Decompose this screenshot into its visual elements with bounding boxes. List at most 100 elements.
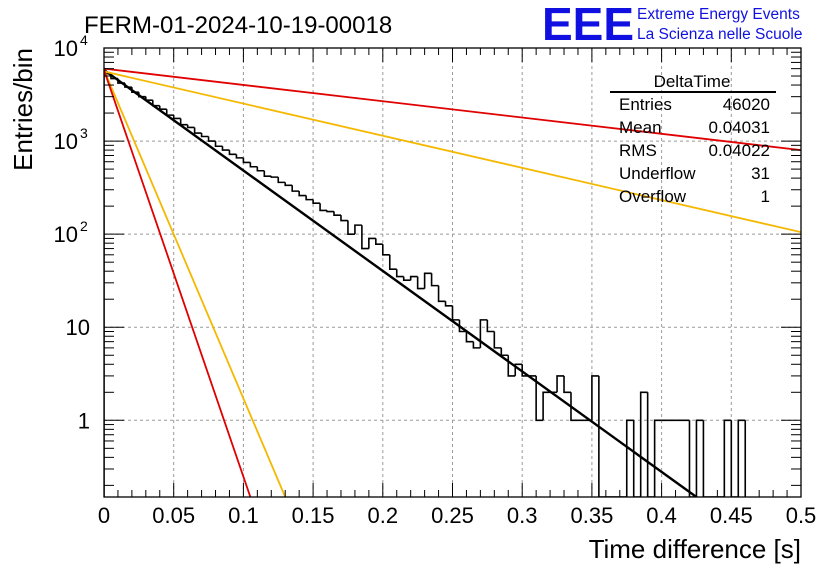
chart-title: FERM-01-2024-10-19-00018	[84, 12, 392, 39]
stats-box: DeltaTime Entries 46020 Mean 0.04031 RMS…	[610, 72, 776, 206]
histogram-bin	[458, 319, 467, 333]
histogram-bin	[263, 170, 272, 177]
histogram-bin	[256, 166, 265, 172]
histogram-bin	[444, 301, 453, 307]
x-axis-label: Time difference [s]	[589, 534, 801, 564]
y-tick-label-base: 10	[54, 222, 78, 247]
histogram-bin	[479, 319, 488, 348]
histogram-bin	[598, 375, 606, 497]
histogram-bin	[319, 203, 328, 212]
fit-line	[104, 68, 698, 497]
histogram-bin	[542, 391, 551, 421]
x-tick-label: 0.2	[368, 503, 399, 528]
histogram-bin	[730, 420, 739, 497]
histogram-bin	[570, 392, 578, 422]
y-tick-label: 1	[78, 408, 90, 433]
y-tick-label-exponent: 3	[80, 125, 88, 141]
stats-value-overflow: 1	[761, 187, 770, 206]
histogram-bin	[625, 419, 634, 497]
histogram-bin	[416, 276, 425, 290]
histogram-bin	[402, 276, 411, 282]
histogram-bin	[382, 244, 390, 256]
histogram-bin	[472, 341, 481, 349]
x-tick-label: 0.4	[646, 503, 677, 528]
histogram-bin	[347, 220, 355, 235]
y-tick-label: 10	[66, 315, 90, 340]
histogram-bin	[591, 375, 599, 421]
histogram-bin	[284, 182, 293, 187]
histogram-bin	[465, 331, 474, 343]
x-tick-label: 0.45	[710, 503, 753, 528]
histogram-bin	[409, 275, 418, 281]
stats-title: DeltaTime	[654, 72, 731, 91]
histogram-bin	[361, 225, 369, 250]
histogram-bin	[235, 154, 244, 159]
histogram-bin	[688, 420, 697, 497]
x-tick-label: 0.5	[786, 503, 817, 528]
stats-label-mean: Mean	[619, 118, 662, 137]
eee-logo-line2: La Scienza nelle Scuole	[637, 26, 802, 43]
histogram-bin	[242, 157, 251, 164]
histogram-bin	[535, 375, 544, 422]
histogram-bin	[326, 210, 335, 213]
fit-line	[104, 69, 252, 497]
histogram-bin	[639, 391, 648, 497]
y-axis-label: Entries/bin	[8, 48, 38, 171]
histogram-bin	[695, 419, 704, 497]
fit-line	[104, 67, 801, 151]
histogram-bin	[646, 392, 655, 497]
histogram-bin	[632, 420, 641, 497]
y-tick-label-exponent: 4	[80, 32, 88, 48]
histogram-bin	[395, 269, 404, 278]
eee-logo-mark: EEE	[542, 0, 634, 50]
stats-value-rms: 0.04022	[709, 141, 770, 160]
x-tick-label: 0.3	[507, 503, 538, 528]
grid	[104, 48, 801, 497]
histogram-bin	[186, 124, 195, 129]
histogram-bin	[423, 272, 432, 289]
histogram-bin	[556, 375, 565, 393]
histogram-bin	[737, 419, 746, 497]
histogram-bin	[563, 375, 571, 394]
histogram-bin	[221, 146, 230, 151]
stats-label-entries: Entries	[619, 95, 672, 114]
histogram-bin	[702, 420, 711, 497]
stats-label-overflow: Overflow	[619, 187, 687, 206]
histogram-bin	[437, 285, 446, 303]
histogram-bin	[723, 419, 732, 497]
eee-logo-line1: Extreme Energy Events	[637, 6, 800, 23]
histogram-bin	[228, 150, 237, 156]
fit-line	[104, 70, 801, 234]
histogram-bin	[375, 238, 383, 245]
stats-value-entries: 46020	[723, 95, 770, 114]
x-tick-label: 0.15	[292, 503, 335, 528]
x-tick-label: 0.35	[570, 503, 613, 528]
histogram-bin	[172, 115, 181, 120]
histogram-bin	[486, 319, 495, 333]
histogram-bin	[291, 185, 300, 192]
histogram-bin	[388, 254, 397, 271]
histogram-bin	[298, 191, 307, 197]
y-tick-label-base: 10	[54, 36, 78, 61]
fit-line	[104, 69, 287, 497]
histogram-bin	[653, 419, 662, 497]
y-tick-label-base: 10	[54, 129, 78, 154]
histogram-bin	[277, 177, 286, 184]
histogram-bin	[430, 273, 439, 287]
histogram-bin	[514, 363, 523, 376]
histogram-bin	[270, 176, 279, 178]
stats-value-mean: 0.04031	[709, 118, 770, 137]
histogram-bin	[207, 136, 216, 142]
histogram-bin	[305, 195, 314, 201]
histogram-bin	[333, 211, 341, 216]
y-tick-label-exponent: 2	[80, 218, 88, 234]
stats-label-rms: RMS	[619, 141, 657, 160]
histogram-bin	[340, 215, 348, 222]
histogram-bin	[368, 237, 376, 249]
fit-lines	[104, 67, 801, 497]
stats-value-underflow: 31	[751, 164, 770, 183]
histogram-bin	[354, 224, 362, 235]
histogram-bin	[249, 162, 258, 168]
x-tick-label: 0.25	[431, 503, 474, 528]
